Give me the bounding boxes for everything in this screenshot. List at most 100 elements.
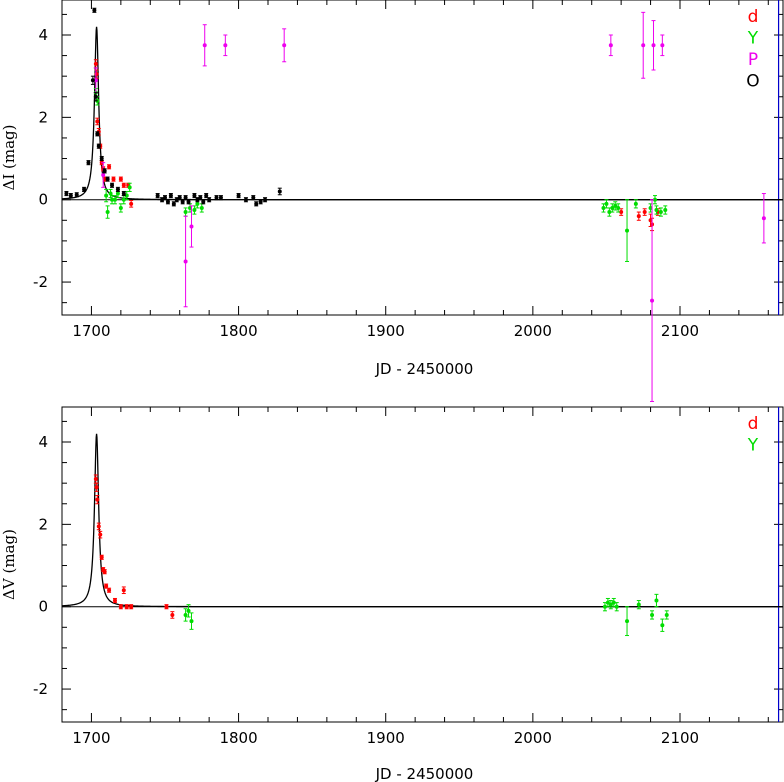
data-point — [641, 43, 646, 48]
data-point — [186, 199, 191, 204]
data-point — [183, 612, 188, 617]
data-point — [218, 195, 223, 200]
data-point — [129, 201, 134, 206]
x-tick-label: 1800 — [219, 729, 257, 747]
data-point — [601, 205, 606, 210]
data-point — [118, 205, 123, 210]
y-tick-label: 0 — [38, 598, 48, 616]
data-point — [102, 168, 107, 173]
x-tick-label: 1900 — [367, 729, 405, 747]
y-tick-label: 2 — [38, 108, 48, 126]
data-point — [251, 195, 256, 200]
data-point — [664, 612, 669, 617]
series-P — [93, 11, 766, 402]
series-Y — [183, 593, 669, 637]
data-point — [602, 604, 607, 609]
data-point — [105, 177, 110, 182]
data-point — [163, 195, 167, 200]
data-point — [171, 201, 176, 206]
data-point — [104, 193, 109, 198]
data-point — [195, 197, 200, 202]
data-point — [660, 623, 665, 628]
legend-entry-Y: Y — [747, 29, 759, 49]
data-point — [636, 214, 641, 219]
data-point — [160, 197, 165, 202]
data-point — [608, 43, 613, 48]
data-point — [610, 205, 615, 210]
data-point — [214, 195, 219, 200]
data-point — [121, 191, 126, 196]
data-point — [236, 193, 241, 198]
data-point — [95, 131, 100, 136]
y-tick-label: 2 — [38, 515, 48, 533]
data-point — [608, 602, 613, 607]
y-tick-label: -2 — [33, 273, 48, 291]
data-point — [90, 78, 95, 83]
data-point — [111, 177, 116, 182]
y-tick-label: 4 — [38, 26, 48, 44]
data-point — [168, 193, 173, 198]
data-point — [115, 191, 120, 196]
data-point — [223, 43, 228, 48]
data-point — [192, 208, 197, 212]
x-tick-label: 2100 — [661, 322, 699, 340]
data-point — [124, 604, 129, 609]
data-point — [74, 192, 79, 197]
data-point — [633, 201, 638, 206]
legend-entry-P: P — [748, 50, 758, 70]
data-point — [107, 588, 112, 593]
data-point — [121, 197, 126, 202]
data-point — [254, 201, 259, 206]
data-point — [112, 197, 117, 202]
data-point — [180, 199, 185, 204]
data-point — [68, 193, 73, 198]
data-point — [189, 619, 194, 624]
series-d — [93, 474, 175, 619]
data-point — [636, 602, 641, 607]
data-point — [104, 584, 109, 589]
data-point — [64, 191, 69, 196]
data-point — [118, 177, 123, 182]
y-tick-label: -2 — [33, 680, 48, 698]
data-point — [86, 160, 91, 165]
plot-frame — [61, 0, 784, 316]
x-axis-label: JD - 2450000 — [375, 765, 474, 782]
legend-entry-d: d — [748, 414, 759, 434]
data-point — [642, 210, 647, 215]
data-point — [99, 555, 104, 560]
data-point — [102, 569, 107, 574]
data-point — [650, 298, 655, 303]
y-tick-label: 0 — [38, 191, 48, 209]
data-point — [93, 61, 98, 66]
data-point — [183, 259, 188, 264]
x-tick-label: 1800 — [219, 322, 257, 340]
data-point — [195, 201, 200, 206]
data-point — [654, 598, 659, 603]
data-point — [155, 193, 160, 198]
data-point — [121, 183, 126, 188]
data-point — [614, 604, 619, 609]
data-point — [110, 197, 115, 202]
data-point — [243, 197, 248, 202]
model-curve — [61, 433, 783, 608]
data-point — [108, 191, 113, 196]
data-point — [93, 477, 98, 482]
data-point — [658, 210, 663, 215]
y-tick-label: 4 — [38, 433, 48, 451]
data-point — [189, 224, 194, 229]
data-point — [613, 203, 618, 208]
data-point — [761, 216, 766, 221]
data-point — [277, 189, 282, 194]
data-point — [164, 604, 169, 609]
data-point — [282, 43, 287, 48]
data-point — [92, 8, 97, 13]
data-point — [192, 193, 197, 198]
panel-bottom-delta-v: 1700 1800 1900 2000 2100 -2 0 2 4 JD - 2450000 ΔV … — [0, 406, 784, 782]
x-tick-label: 2000 — [514, 322, 552, 340]
data-point — [124, 193, 129, 198]
data-point — [201, 199, 206, 204]
data-point — [99, 156, 104, 161]
series-Y — [93, 88, 668, 262]
data-point — [186, 608, 191, 613]
data-point — [121, 588, 126, 593]
